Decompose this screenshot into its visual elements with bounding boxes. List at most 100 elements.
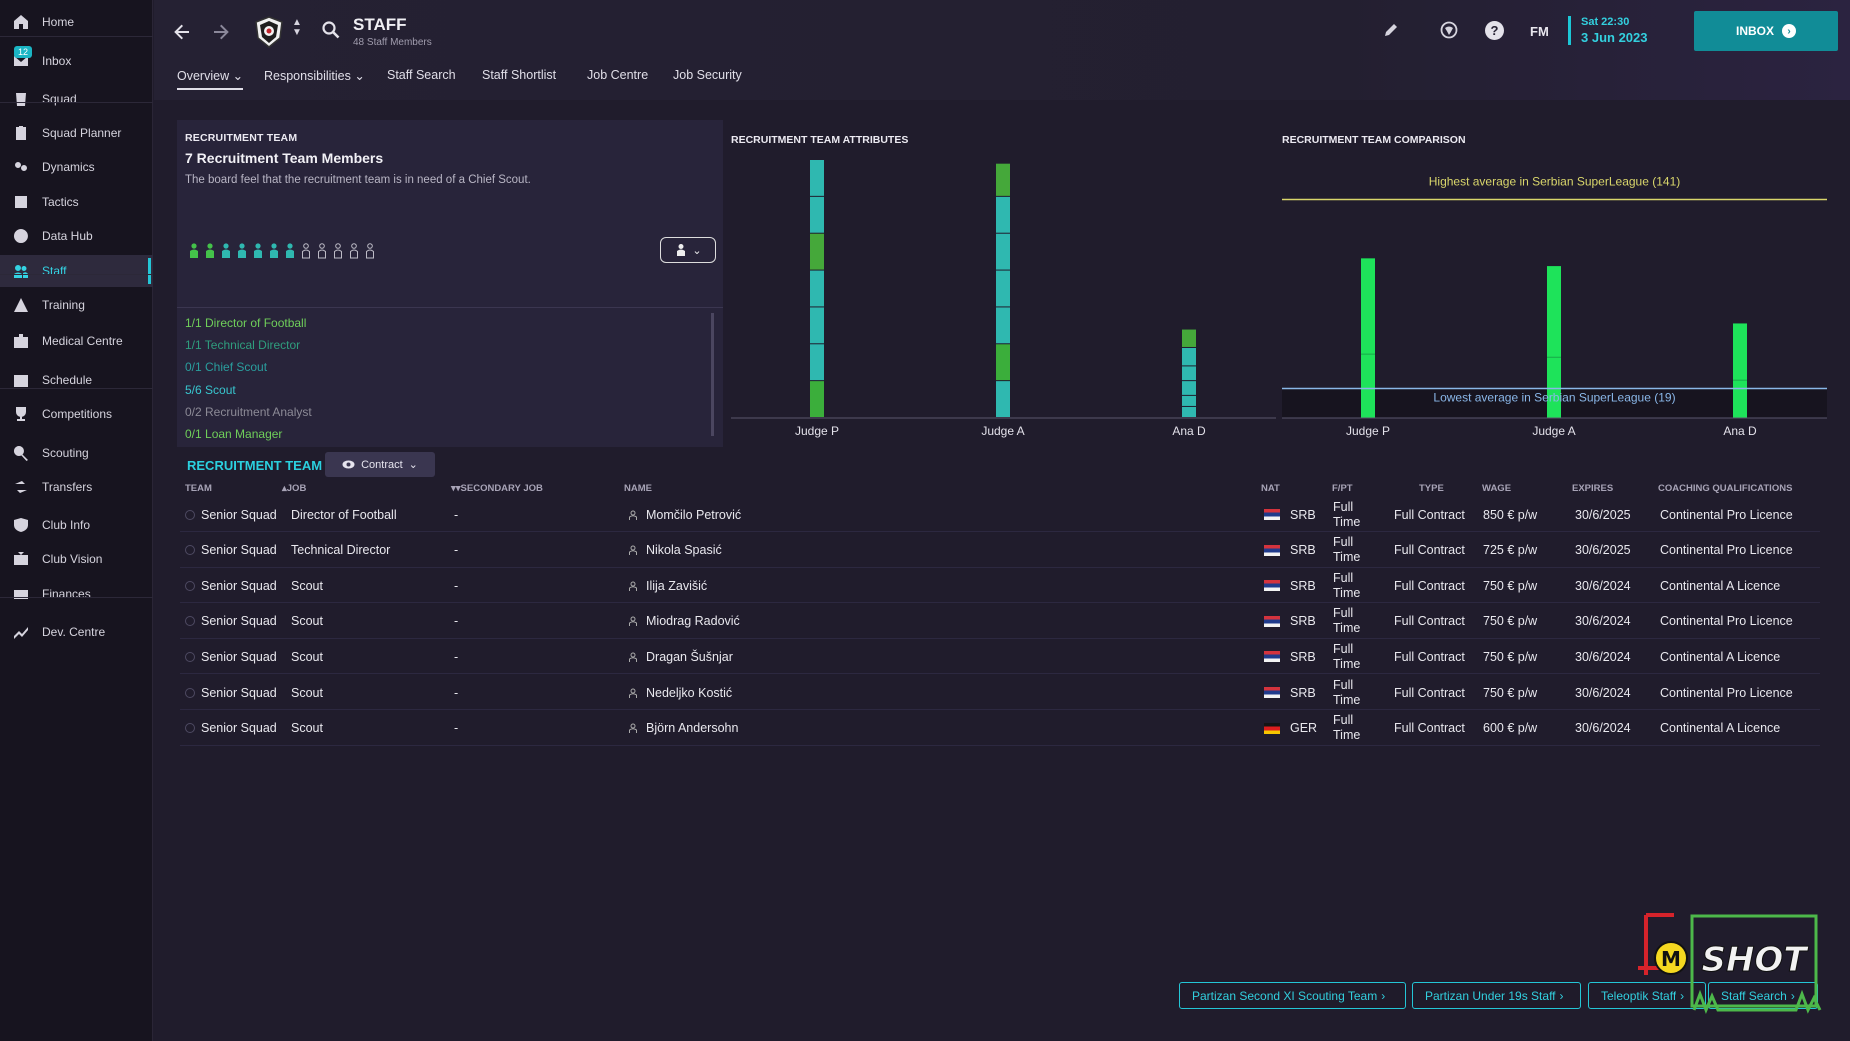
staff-name-link[interactable]: Björn Andersohn [646,721,739,736]
related-page-link[interactable]: Partizan Under 19s Staff › [1412,982,1581,1009]
continue-arrow-icon: › [1782,24,1796,38]
tab-staff-shortlist[interactable]: Staff Shortlist [482,68,557,82]
table-row[interactable]: Senior Squad Technical Director - Nikola Sp… [180,533,1820,568]
back-arrow-icon[interactable] [168,18,196,46]
sidebar-item-club-info[interactable]: Club Info [0,509,153,541]
sidebar-item-dynamics[interactable]: Dynamics [0,151,153,183]
help-icon[interactable]: ? [1485,21,1504,40]
sidebar-item-tactics[interactable]: Tactics [0,186,153,218]
sidebar-item-label: Home [42,15,75,29]
staff-name-link[interactable]: Nikola Spasić [646,543,722,558]
staff-name-link[interactable]: Ilija Zavišić [646,578,708,593]
column-header-nat[interactable]: NAT [1261,483,1280,494]
vision-icon [12,550,30,568]
column-header-secondary-job[interactable]: ▾▾SECONDARY JOB [451,483,543,494]
tab-job-centre[interactable]: Job Centre [587,68,649,82]
tab-responsibilities[interactable]: Responsibilities ⌄ [264,69,365,83]
filled-slot-person-icon [268,243,280,259]
role-filter-button[interactable]: ⌄ [660,237,716,263]
search-icon[interactable] [322,21,340,42]
table-cell: SRB [1264,533,1316,568]
person-icon [628,688,638,698]
contract-type-cell: Full Contract [1394,543,1465,558]
comparison-bar [1733,323,1747,418]
table-cell: GER [1264,711,1317,746]
select-checkbox[interactable] [185,545,195,556]
column-header-job[interactable]: ▴JOB [282,483,307,494]
sidebar-divider [0,274,153,275]
scrollbar[interactable] [711,313,714,436]
tab-staff-search[interactable]: Staff Search [387,68,456,82]
tab-job-security[interactable]: Job Security [673,68,742,82]
column-header-type[interactable]: TYPE [1419,483,1444,494]
inbox-button-label: INBOX [1735,24,1774,38]
magnifier-icon [12,444,30,462]
staff-name-link[interactable]: Nedeljko Kostić [646,685,733,700]
filled-slot-person-icon [252,243,264,259]
header: ▲ ▼ STAFF 48 Staff Members ? FM Sat 22:30… [154,0,1850,100]
select-checkbox[interactable] [185,687,195,698]
table-row[interactable]: Senior Squad Scout - Dragan Šušnjar SRB Full T… [180,639,1820,675]
tab-overview[interactable]: Overview ⌄ [177,68,244,90]
column-header-expires[interactable]: EXPIRES [1572,483,1614,494]
forward-arrow-icon[interactable] [207,18,235,46]
table-row[interactable]: Senior Squad Scout - Björn Andersohn GER Full… [180,711,1820,746]
staff-name-link[interactable]: Momčilo Petrović [646,507,742,522]
inbox-continue-button[interactable]: INBOX › [1694,11,1838,51]
panel-caption: RECRUITMENT TEAM [185,132,298,144]
select-checkbox[interactable] [185,509,195,520]
sidebar-item-label: Dynamics [42,160,95,174]
sidebar-item-dev-centre[interactable]: Dev. Centre [0,616,153,648]
column-header-wage[interactable]: WAGE [1482,483,1512,494]
fm-logo[interactable]: FM [1530,24,1549,39]
sidebar-item-squad-planner[interactable]: Squad Planner [0,117,153,149]
sidebar-item-staff[interactable]: Staff [0,255,153,287]
club-switch-chevrons-icon[interactable]: ▲ ▼ [292,17,302,38]
sidebar-item-data-hub[interactable]: Data Hub [0,220,153,252]
sidebar-item-squad[interactable]: Squad [0,83,153,115]
person-icon [628,652,638,662]
empty-slot-person-icon [316,243,328,259]
role-slot-count: 1/1 Technical Director [185,338,301,353]
sidebar-item-home[interactable]: Home [0,6,153,38]
sidebar-item-training[interactable]: Training [0,289,153,321]
attribute-bar-segment [996,344,1010,381]
table-row[interactable]: Senior Squad Director of Football - Momčilo… [180,497,1820,532]
select-checkbox[interactable] [185,580,195,591]
edit-pencil-icon[interactable] [1383,22,1399,41]
select-checkbox[interactable] [185,651,195,662]
sidebar-item-finances[interactable]: Finances [0,578,153,610]
related-page-link[interactable]: Partizan Second XI Scouting Team › [1179,982,1406,1009]
attribute-bar-segment [996,270,1010,307]
data-hub-icon [12,227,30,245]
table-row[interactable]: Senior Squad Scout - Ilija Zavišić SRB Full Ti… [180,568,1820,604]
staff-name-link[interactable]: Dragan Šušnjar [646,649,733,664]
column-header-team[interactable]: TEAM [185,483,212,494]
sidebar-item-club-vision[interactable]: Club Vision [0,543,153,575]
table-row[interactable]: Senior Squad Scout - Miodrag Radović SRB Full… [180,604,1820,639]
sidebar-item-label: Transfers [42,480,93,494]
sidebar-item-inbox[interactable]: Inbox [0,45,153,77]
sidebar-item-transfers[interactable]: Transfers [0,471,153,503]
related-page-link[interactable]: Teleoptik Staff › [1588,982,1706,1009]
nationality-cell: SRB [1290,649,1316,664]
sidebar-item-schedule[interactable]: Schedule [0,364,153,396]
sidebar-item-scouting[interactable]: Scouting [0,437,153,469]
select-checkbox[interactable] [185,723,195,734]
page-subtitle: 48 Staff Members [353,37,432,48]
column-header-name[interactable]: NAME [624,483,652,494]
date-time[interactable]: Sat 22:30 3 Jun 2023 [1568,16,1648,45]
club-globe-icon[interactable] [1440,21,1458,42]
x-tick-label: Ana D [1172,424,1206,438]
staff-name-link[interactable]: Miodrag Radović [646,614,740,629]
attribute-bar-segment [996,381,1010,417]
table-row[interactable]: Senior Squad Scout - Nedeljko Kostić SRB Full… [180,675,1820,710]
column-header-f-pt[interactable]: F/PT [1332,483,1353,494]
club-crest-icon[interactable] [254,16,284,48]
coaching-qualification-cell: Continental A Licence [1660,578,1781,593]
sidebar-item-medical-centre[interactable]: Medical Centre [0,325,153,357]
sidebar-item-competitions[interactable]: Competitions [0,398,153,430]
select-checkbox[interactable] [185,616,195,627]
column-header-coaching-qualifications[interactable]: COACHING QUALIFICATIONS [1658,483,1793,494]
view-selector-button[interactable]: Contract ⌄ [325,452,435,477]
